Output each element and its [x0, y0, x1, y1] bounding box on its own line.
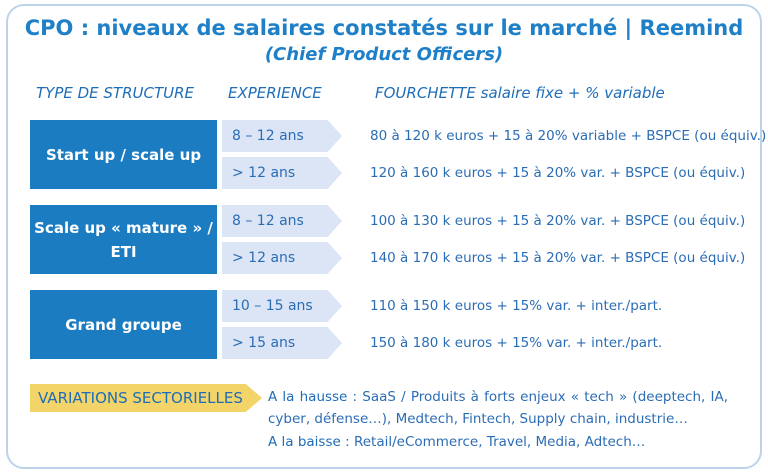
salary-range: 150 à 180 k euros + 15% var. + inter./pa… [370, 335, 663, 351]
variation-up-label: A la hausse [268, 389, 348, 405]
salary-range: 140 à 170 k euros + 15 à 20% var. + BSPC… [370, 250, 746, 266]
salary-range: 100 à 130 k euros + 15 à 20% var. + BSPC… [370, 213, 746, 229]
title: CPO : niveaux de salaires constatés sur … [24, 16, 744, 40]
salary-range: 80 à 120 k euros + 15 à 20% variable + B… [370, 128, 767, 144]
experience-arrow: > 12 ans [222, 157, 342, 189]
variation-down-text: : Retail/eCommerce, Travel, Media, Adtec… [340, 434, 646, 450]
variation-up: A la hausse : SaaS / Produits à forts en… [268, 386, 728, 430]
experience-arrow: 10 – 15 ans [222, 290, 342, 322]
variation-up-text: : SaaS / Produits à forts enjeux « tech … [268, 389, 728, 427]
structure-box: Grand groupe [30, 290, 217, 359]
salary-range: 120 à 160 k euros + 15 à 20% var. + BSPC… [370, 165, 746, 181]
structure-box: Scale up « mature » / ETI [30, 205, 217, 274]
frame [6, 4, 762, 469]
experience-arrow: 8 – 12 ans [222, 205, 342, 237]
variation-down-label: A la baisse [268, 434, 341, 450]
variations-label: VARIATIONS SECTORIELLES [30, 384, 262, 412]
structure-box: Start up / scale up [30, 120, 217, 189]
experience-arrow: > 15 ans [222, 327, 342, 359]
experience-arrow: 8 – 12 ans [222, 120, 342, 152]
salary-range: 110 à 150 k euros + 15% var. + inter./pa… [370, 298, 663, 314]
column-header: EXPERIENCE [228, 84, 322, 102]
column-header: TYPE DE STRUCTURE [36, 84, 195, 102]
variation-down: A la baisse : Retail/eCommerce, Travel, … [268, 431, 728, 453]
subtitle: (Chief Product Officers) [264, 44, 504, 65]
experience-arrow: > 12 ans [222, 242, 342, 274]
column-header: FOURCHETTE salaire fixe + % variable [375, 84, 665, 102]
